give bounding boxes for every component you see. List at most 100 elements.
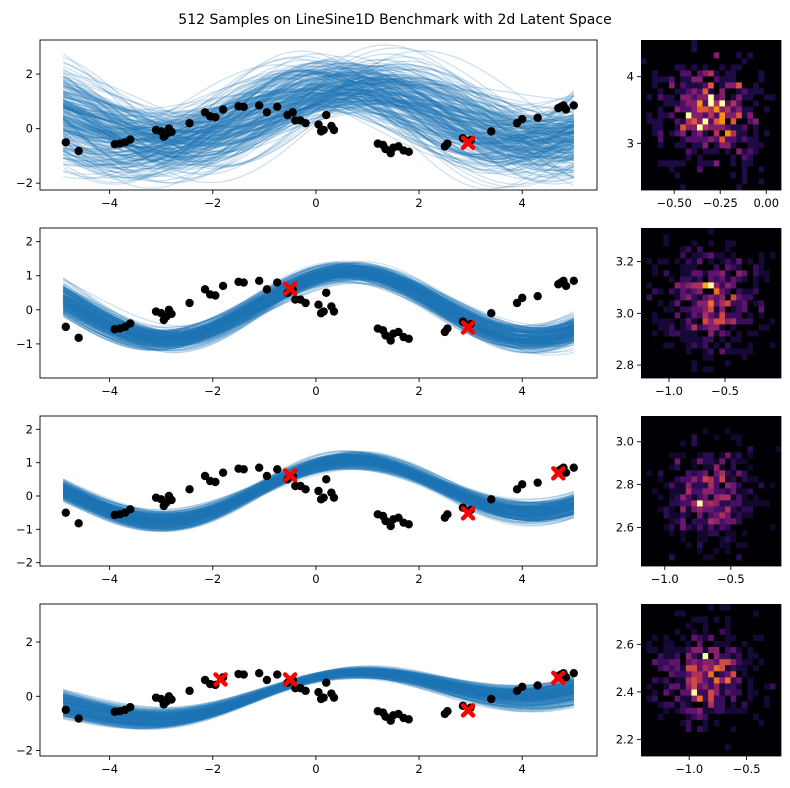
- heatmap-cell: [719, 166, 726, 173]
- sample-line: [63, 670, 574, 722]
- sample-line: [63, 91, 574, 158]
- heatmap-cell: [753, 336, 759, 343]
- heatmap-cell: [663, 616, 670, 623]
- heatmap-cell: [713, 276, 720, 283]
- heatmap-cell: [691, 548, 698, 555]
- heatmap-cell: [680, 695, 687, 702]
- heatmap-cell: [680, 46, 687, 53]
- heatmap-cell: [697, 604, 703, 611]
- sample-line: [62, 461, 574, 522]
- heatmap-cell: [725, 366, 731, 373]
- heatmap-cell: [641, 683, 647, 690]
- heatmap-cell: [663, 306, 670, 313]
- heatmap-cell: [708, 264, 715, 271]
- sample-line: [63, 667, 574, 725]
- heatmap-cell: [697, 536, 703, 543]
- heatmap-cell: [708, 282, 715, 289]
- heatmap-cell: [730, 554, 737, 561]
- heatmap-cell: [691, 536, 698, 543]
- heatmap-cell: [702, 664, 709, 672]
- heatmap-cell: [702, 270, 709, 277]
- sample-line: [63, 667, 574, 724]
- heatmap-cell: [697, 46, 703, 53]
- sample-line: [62, 74, 575, 172]
- heatmap-cell: [764, 118, 771, 125]
- heatmap-cell: [719, 536, 726, 543]
- sample-line: [62, 456, 575, 530]
- heatmap-cell: [646, 142, 653, 149]
- heatmap-cell: [719, 512, 726, 519]
- heatmap-cell: [646, 416, 653, 423]
- heatmap-cell: [652, 88, 659, 95]
- data-point: [404, 715, 413, 724]
- sample-line: [63, 670, 574, 724]
- heatmap-cell: [641, 282, 647, 289]
- heatmap-cell: [641, 166, 647, 173]
- sample-line: [62, 269, 574, 341]
- sample-line: [62, 63, 574, 159]
- heatmap-cell: [657, 482, 664, 489]
- sample-line: [62, 456, 575, 520]
- heatmap-cell: [691, 348, 698, 355]
- heatmap-cell: [764, 106, 771, 113]
- heatmap-cell: [747, 318, 754, 325]
- heatmap-cell: [730, 610, 737, 617]
- heatmap-cell: [680, 652, 687, 660]
- sample-line: [62, 453, 575, 531]
- heatmap-cell: [663, 470, 670, 477]
- heatmap-cell: [769, 616, 776, 623]
- heatmap-cell: [736, 634, 743, 641]
- sample-line: [62, 271, 575, 343]
- sample-line: [62, 269, 575, 351]
- heatmap-cell: [741, 560, 748, 567]
- heatmap-cell: [736, 416, 743, 423]
- heatmap-cell: [725, 52, 731, 59]
- heatmap-cell: [725, 246, 731, 253]
- heatmap-cell: [725, 524, 731, 531]
- sample-line: [63, 668, 574, 723]
- heatmap-cell: [685, 470, 692, 477]
- heatmap-cell: [753, 324, 759, 331]
- heatmap-cell: [753, 58, 759, 65]
- heatmap-cell: [747, 154, 754, 161]
- heatmap-cell: [725, 234, 731, 241]
- heatmap-cell: [646, 542, 653, 549]
- sample-line: [62, 53, 575, 171]
- heatmap-cell: [753, 112, 759, 119]
- heatmap-cell: [758, 330, 765, 337]
- sample-line: [62, 451, 575, 530]
- sample-line: [62, 72, 575, 166]
- heatmap-cell: [736, 470, 743, 477]
- sample-line: [62, 459, 574, 519]
- heatmap-cell: [769, 136, 776, 143]
- heatmap-cell: [697, 312, 703, 319]
- heatmap-cell: [691, 70, 698, 77]
- heatmap-cell: [657, 130, 664, 137]
- heatmap-cell: [769, 100, 776, 107]
- heatmap-cell: [708, 719, 715, 726]
- heatmap-cell: [685, 324, 692, 331]
- heatmap-cell: [680, 707, 687, 714]
- heatmap-cell: [725, 348, 731, 355]
- heatmap-cell: [669, 695, 675, 702]
- heatmap-cell: [641, 100, 647, 107]
- sample-line: [62, 273, 575, 347]
- heatmap-cell: [719, 518, 726, 525]
- heatmap-cell: [702, 282, 709, 289]
- heatmap-cell: [775, 142, 782, 149]
- heatmap-cell: [697, 252, 703, 259]
- sample-line: [62, 278, 574, 342]
- heatmap-cell: [646, 130, 653, 137]
- heatmap-cell: [758, 506, 765, 513]
- heatmap-cell: [764, 70, 771, 77]
- sample-line: [62, 80, 575, 174]
- context-point: [282, 672, 298, 687]
- sample-line: [62, 269, 574, 336]
- heatmap-cell: [652, 506, 659, 513]
- sample-line: [62, 461, 574, 524]
- sample-line: [63, 671, 574, 725]
- heatmap-cell: [775, 554, 782, 561]
- heatmap-cell: [741, 622, 748, 629]
- data-point: [561, 281, 571, 291]
- sample-line: [63, 672, 574, 722]
